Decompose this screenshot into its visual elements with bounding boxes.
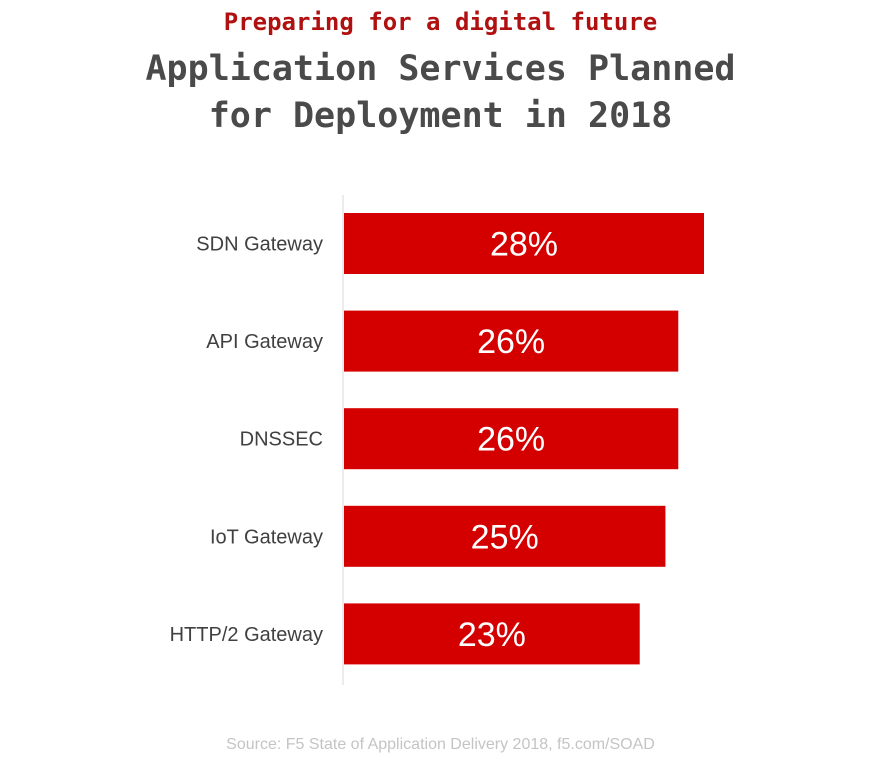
category-label: HTTP/2 Gateway [170, 624, 323, 646]
title-line-1: Application Services Planned [145, 49, 736, 89]
category-label: SDN Gateway [196, 234, 323, 256]
category-label: DNSSEC [240, 429, 323, 451]
bar [344, 213, 704, 274]
bar [344, 505, 666, 567]
data-label: 26% [477, 323, 545, 361]
bar [344, 603, 640, 665]
bar [344, 310, 679, 372]
data-label: 26% [477, 421, 545, 459]
data-label: 23% [458, 616, 526, 654]
bar [344, 408, 679, 470]
chart-subtitle: Preparing for a digital future [223, 8, 658, 36]
chart-title: Application Services Planned for Deploym… [0, 46, 881, 139]
category-label: API Gateway [206, 331, 323, 353]
title-line-2: for Deployment in 2018 [208, 95, 673, 136]
category-label: IoT Gateway [210, 526, 323, 548]
data-label: 28% [490, 226, 558, 264]
source-note: Source: F5 State of Application Delivery… [226, 736, 655, 753]
data-label: 25% [471, 518, 539, 556]
